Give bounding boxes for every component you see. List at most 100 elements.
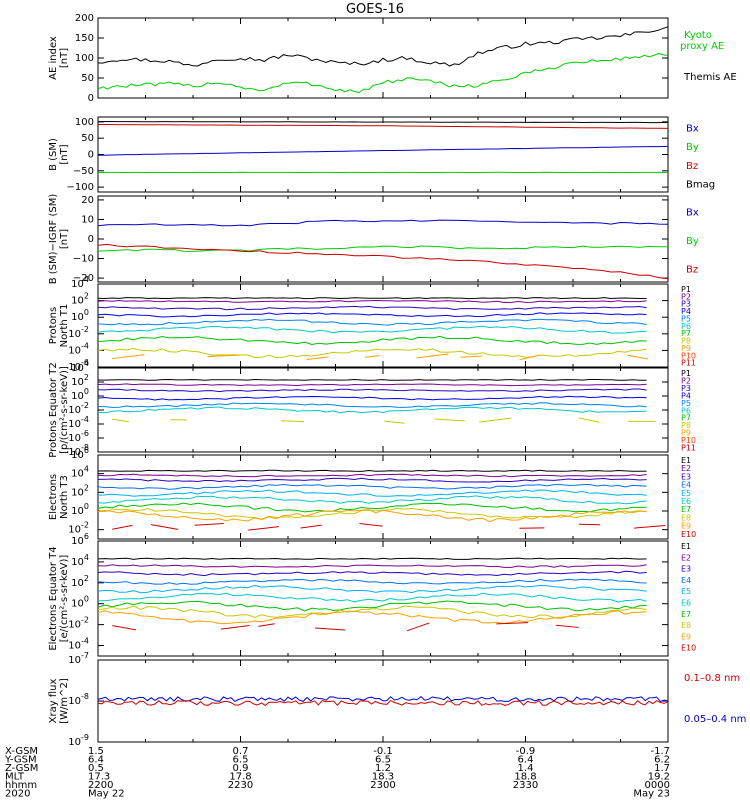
series-line-e2 [98, 564, 647, 568]
legend-bz: Bz [686, 161, 698, 172]
series-line-e5 [98, 489, 647, 497]
y-axis-label: Xray flux[W/m^2] [48, 678, 70, 724]
y-tick-label: 0 [88, 234, 94, 245]
y-tick-label: −50 [73, 166, 94, 177]
series-line-p8 [98, 347, 647, 359]
y-tick-label: 10-2 [68, 401, 89, 416]
series-line-e5 [98, 584, 647, 594]
series-line-e3 [98, 477, 647, 483]
series-line-bmag [98, 120, 668, 124]
y-axis-label: B (SM)−IGRF (SM)[nT] [48, 194, 70, 285]
time-row-value: 6.5 [233, 755, 249, 766]
time-row-value: 0000 [645, 780, 670, 791]
time-row-value: 1.5 [88, 746, 104, 757]
legend-by: By [686, 142, 699, 153]
series-line-e9 [98, 509, 647, 523]
series-group [98, 695, 668, 707]
y-tick-label: 10-9 [68, 733, 89, 748]
series-fragment-p9 [306, 356, 329, 361]
series-line-e7 [98, 600, 647, 612]
y-tick-label: 20 [81, 195, 94, 206]
time-row-value: 0.5 [88, 763, 104, 774]
series-fragment-p9 [519, 354, 541, 361]
series-fragment-p9 [112, 354, 145, 360]
series-group [98, 557, 647, 632]
series-line-by [98, 245, 668, 252]
series-line-e8 [98, 507, 647, 520]
y-tick-label: 0 [88, 150, 94, 161]
series-fragment-p9 [364, 355, 380, 358]
time-row-value: 2200 [88, 780, 113, 791]
y-tick-label: 10-4 [68, 637, 89, 652]
legend-e9: E9 [681, 522, 691, 531]
time-row-value: 18.3 [372, 772, 394, 783]
legend-e9: E9 [681, 632, 691, 641]
series-fragment-e10 [194, 522, 224, 526]
panel-frame [97, 195, 669, 283]
time-row-value: 1.7 [654, 763, 670, 774]
panel-2: 100 50 0 −50 −100 B (SM)[nT] Bx By Bz Bmag [48, 116, 715, 193]
legend-p6: P6 [681, 322, 691, 331]
y-tick-label: 10-6 [68, 429, 89, 444]
series-line-p2 [98, 383, 647, 387]
legend-p4: P4 [681, 307, 691, 316]
time-axis-labels: X-GSM 1.5 0.7 -0.1 -0.9 -1.7 Y-GSM 6.4 6.5 6.5 6.4… [4, 746, 670, 800]
series-line-p6 [98, 325, 647, 334]
legend-p10: P10 [681, 436, 696, 445]
series-line-themis-ae [98, 26, 668, 67]
legend-p11: P11 [681, 444, 696, 453]
y-axis-label: ElectronsNorth T3 [48, 474, 70, 520]
time-row-label: Z-GSM [5, 763, 38, 774]
series-fragment-e10 [300, 524, 322, 529]
series-fragment-e10 [406, 622, 430, 632]
series-line-e2 [98, 473, 647, 478]
panel-frame [97, 283, 669, 368]
y-tick-label: 150 [75, 33, 94, 44]
series-line-bz [98, 243, 668, 280]
series-group [98, 469, 666, 531]
legend-e3: E3 [681, 565, 691, 574]
legend-p10: P10 [681, 351, 696, 360]
legend-p4: P4 [681, 391, 691, 400]
y-tick-label: 104 [71, 553, 89, 568]
series-line-p3 [98, 388, 647, 393]
y-tick-label: 10-4 [68, 341, 89, 356]
series-line-bz [98, 124, 668, 129]
legend-e4: E4 [681, 576, 691, 585]
legend-e6: E6 [681, 599, 691, 608]
legend-e3: E3 [681, 472, 691, 481]
series-fragment-e10 [578, 523, 601, 526]
legend-e5: E5 [681, 489, 691, 498]
y-tick-label: 102 [71, 373, 89, 388]
y-tick-label: 200 [75, 13, 94, 24]
series-fragment-e10 [220, 625, 250, 630]
y-axis-label: AE index[nT] [48, 36, 70, 80]
time-row-label: 2020 [5, 789, 30, 800]
legend-kyoto-proxy-ae: Kyoto [684, 30, 712, 41]
series-line-e1 [98, 469, 647, 472]
time-row-value: 6.4 [88, 755, 104, 766]
legend-p3: P3 [681, 384, 691, 393]
time-row-value: -0.9 [516, 746, 536, 757]
y-tick-label: 100 [71, 387, 89, 402]
time-row-value: 6.4 [518, 755, 534, 766]
y-tick-label: 106 [71, 532, 89, 547]
time-row-value: 2300 [370, 780, 395, 791]
series-line-xray-0 [98, 695, 668, 703]
y-axis-label: Protons Equator T2[p/(cm²-s-sr-keV)] [48, 362, 70, 458]
time-row-value: -1.7 [650, 746, 670, 757]
series-line-e6 [98, 495, 647, 505]
time-row-value: 18.8 [514, 772, 536, 783]
time-row-value: 17.8 [229, 772, 251, 783]
series-line-kyoto-proxy-ae [98, 52, 668, 94]
series-fragment-p9 [460, 355, 483, 358]
series-fragment-p8 [112, 418, 130, 423]
y-tick-label: 104 [71, 465, 89, 480]
series-line-p5 [98, 402, 647, 408]
time-row-value: May 23 [633, 789, 670, 800]
time-row-value: 2230 [228, 780, 253, 791]
panel-frame [97, 454, 669, 540]
